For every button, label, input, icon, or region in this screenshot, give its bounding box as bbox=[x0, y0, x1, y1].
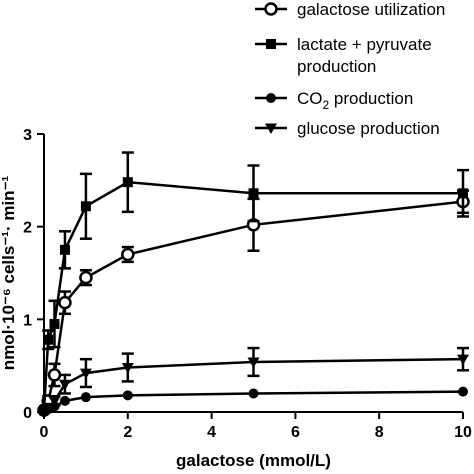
data-point bbox=[458, 188, 468, 199]
data-point bbox=[49, 318, 60, 329]
data-point bbox=[80, 201, 91, 212]
data-point bbox=[79, 368, 92, 380]
legend-marker bbox=[266, 93, 276, 103]
data-point bbox=[121, 247, 135, 262]
x-tick-label: 0 bbox=[40, 424, 49, 441]
legend-label: glucose production bbox=[297, 119, 440, 138]
legend: galactose utilization lactate + pyruvate p… bbox=[255, 0, 445, 138]
data-point bbox=[48, 396, 61, 407]
y-ticks: 0 1 2 3 bbox=[23, 127, 44, 422]
data-point bbox=[248, 388, 259, 399]
x-axis-title: galactose (mmol/L) bbox=[176, 451, 331, 470]
x-tick-label: 10 bbox=[454, 424, 472, 441]
data-point bbox=[47, 368, 62, 382]
legend-marker bbox=[266, 39, 276, 49]
data-point bbox=[122, 177, 133, 188]
data-point bbox=[58, 295, 72, 310]
legend-entry-2: CO2 production bbox=[255, 89, 413, 112]
legend-marker bbox=[264, 2, 278, 16]
y-tick-label: 1 bbox=[23, 312, 32, 329]
data-point bbox=[80, 392, 91, 403]
data-point bbox=[58, 379, 71, 391]
data-point bbox=[458, 386, 468, 397]
y-tick-label: 3 bbox=[23, 127, 32, 144]
series-3 bbox=[38, 346, 469, 418]
data-point bbox=[457, 354, 469, 366]
y-axis-title: nmol·10⁻⁶ cells⁻¹· min⁻¹ bbox=[0, 175, 18, 370]
data-point bbox=[247, 357, 260, 368]
plot-area bbox=[37, 151, 470, 418]
x-tick-label: 6 bbox=[291, 424, 300, 441]
data-point bbox=[121, 363, 134, 374]
legend-label: lactate + pyruvate production bbox=[297, 35, 432, 76]
x-tick-label: 4 bbox=[207, 424, 216, 441]
x-ticks: 0 2 4 6 8 10 bbox=[40, 412, 472, 441]
data-point bbox=[79, 270, 93, 285]
x-tick-label: 8 bbox=[375, 424, 384, 441]
legend-entry-1: lactate + pyruvate production bbox=[255, 35, 432, 76]
y-tick-label: 0 bbox=[23, 405, 32, 422]
data-point bbox=[59, 244, 70, 255]
legend-label: CO2 production bbox=[297, 89, 413, 112]
legend-entry-0: galactose utilization bbox=[255, 0, 445, 19]
legend-label: galactose utilization bbox=[297, 0, 445, 19]
data-point bbox=[122, 390, 133, 401]
data-point bbox=[42, 402, 55, 414]
legend-entry-3: glucose production bbox=[255, 119, 440, 138]
data-point bbox=[43, 334, 54, 345]
series-1 bbox=[39, 151, 469, 416]
data-point bbox=[59, 395, 70, 406]
x-tick-label: 2 bbox=[123, 424, 132, 441]
data-point bbox=[248, 188, 259, 199]
legend-marker bbox=[265, 123, 277, 134]
axes: 0 2 4 6 8 10 0 1 2 3 galactose (mmol/L) nmol·10⁻… bbox=[0, 127, 472, 470]
y-tick-label: 2 bbox=[23, 220, 32, 237]
series-0 bbox=[37, 189, 470, 417]
